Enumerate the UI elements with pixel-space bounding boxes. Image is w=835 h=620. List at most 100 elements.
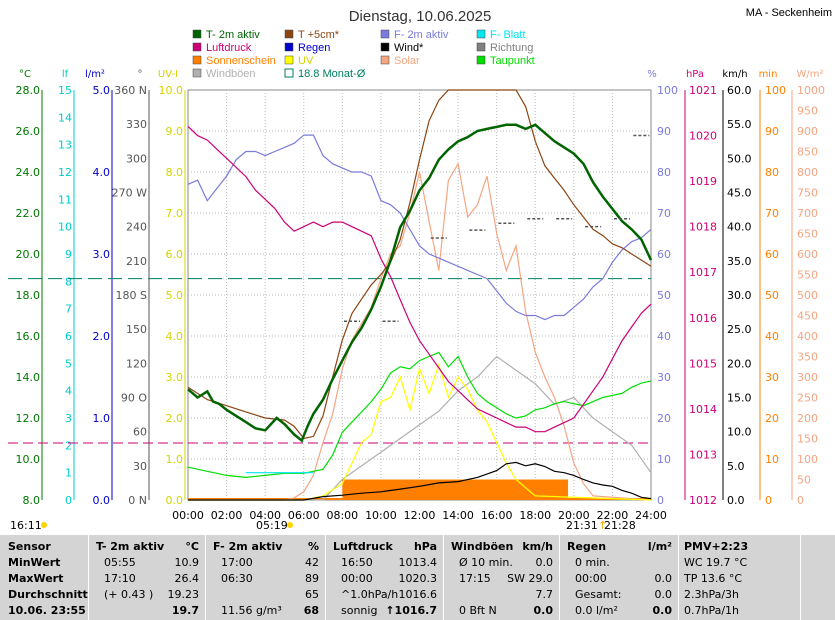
axis-tick-label: 11 [58,193,72,206]
cell-value: 0.0 [535,556,554,569]
weather-chart: Dienstag, 10.06.2025 MA - Seckenheim T- … [8,7,832,532]
chart-legend: T- 2m aktiv T +5cm* F- 2m aktiv F- Blatt Luf… [192,29,535,80]
axis-tick-label: 14.0 [16,371,41,384]
axis-tick-label: 8.0 [23,494,41,507]
axis-tick-label: 300 [797,371,818,384]
cell-value: ↑1016.7 [385,604,437,617]
legend-label: Luftdruck [206,42,252,54]
axis-title: hPa [686,69,704,80]
axis-tick-label: 30 [657,371,671,384]
axis-tick-label: 1014 [689,403,717,416]
axis-tick-label: 20 [657,412,671,425]
column-unit: l/m² [647,540,672,553]
row-label: MaxWert [8,572,64,585]
axis-tick-label: 30 [765,371,779,384]
cell-label: sonnig [341,604,378,617]
cell-value: WC 19.7 °C [684,556,748,569]
axis-tick-label: 16.0 [16,330,41,343]
axis-tick-label: 0.0 [166,494,184,507]
column-header: PMV+2:23 [684,540,749,553]
moon-icon [41,522,47,528]
cell-value: 0.0 [652,604,673,617]
cell-value: 89 [305,572,319,585]
axis-tick-label: 1020 [689,130,717,143]
axis-tick-label: 1021 [689,84,717,97]
moon-time: 16:11 [10,519,42,532]
legend-swatch [284,42,294,52]
axis-tick-label: 250 [797,392,818,405]
axis-tick-label: 330 [126,118,147,131]
cell-value: 65 [305,588,319,601]
axis-tick-label: 20 [765,412,779,425]
cell-label: 06:30 [221,572,253,585]
legend-label: UV [298,55,314,67]
legend-label: Wind* [394,42,424,54]
legend-label: Solar [394,55,420,67]
legend-swatch [380,29,390,39]
axis-title: ° [138,69,143,80]
axis-tick-label: 1018 [689,221,717,234]
cell-label: (+ 0.43 ) [104,588,154,601]
column-unit: °C [185,540,199,553]
series-uv [188,362,652,501]
cell-value: 19.7 [171,604,199,617]
sunshine-bar [342,479,569,500]
axis-tick-label: 55.0 [727,118,752,131]
axis-tick-label: 90 [765,125,779,138]
axis-tick-label: 0.0 [727,494,745,507]
axis-tick-label: 150 [126,323,147,336]
axis-tick-label: 1013 [689,448,717,461]
axis-tick-label: 5 [65,357,72,370]
legend-swatch [284,29,294,39]
series-f-2m-aktiv [187,134,652,321]
legend-label: Taupunkt [490,55,535,67]
cell-label: 11.56 g/m³ [221,604,282,617]
sunset-time: 21:31 [566,519,598,532]
legend-swatch [476,29,486,39]
axis-tick-label: 60.0 [727,84,752,97]
axis-tick-label: 10 [765,453,779,466]
axis-tick-label: 0 [765,494,772,507]
cell-label: 0 min. [575,556,610,569]
axis-tick-label: 1016 [689,312,717,325]
sun-arrow-icon: ↑ [598,519,607,532]
column-divider [205,535,206,620]
legend-swatch [380,55,390,65]
axis-tick-label: 12.0 [16,412,41,425]
axis-tick-label: 6.0 [166,248,184,261]
axis-tick-label: 750 [797,187,818,200]
x-tick-label: 02:00 [211,509,243,522]
column-divider [443,535,444,620]
axis-tick-label: 850 [797,146,818,159]
column-unit: km/h [522,540,553,553]
column-divider [88,535,89,620]
axis-tick-label: 360 N [114,84,147,97]
x-tick-label: 16:00 [481,509,513,522]
x-tick-label: 08:00 [326,509,358,522]
sunrise-icon [287,522,293,528]
legend-label: T +5cm* [298,29,340,41]
column-header: Windböen [451,540,514,553]
row-label: MinWert [8,556,61,569]
axis-tick-label: 650 [797,228,818,241]
cell-value: 0.0 [654,588,673,601]
cell-label: Gesamt: [575,588,622,601]
summary-table: Sensor MinWert MaxWert Durchschnitt 10.06. 2… [0,535,835,620]
axis-tick-label: 20.0 [727,357,752,370]
column-divider [559,535,560,620]
cell-label: 17:00 [221,556,253,569]
legend-swatch [476,55,486,65]
x-tick-label: 14:00 [442,509,474,522]
legend-swatch [192,29,202,39]
axis-tick-label: 30 [133,460,147,473]
cell-label: Ø 10 min. [459,556,513,569]
axis-tick-label: 4 [65,385,72,398]
sun-mid-time: 21:28 [604,519,636,532]
axis-tick-label: 200 [797,412,818,425]
axis-tick-label: 24.0 [16,166,41,179]
cell-value: 2.3hPa/3h [684,588,740,601]
axis-tick-label: 50 [797,474,811,487]
x-tick-label: 00:00 [172,509,204,522]
axis-tick-label: 80 [657,166,671,179]
axis-tick-label: 90 O [121,392,147,405]
